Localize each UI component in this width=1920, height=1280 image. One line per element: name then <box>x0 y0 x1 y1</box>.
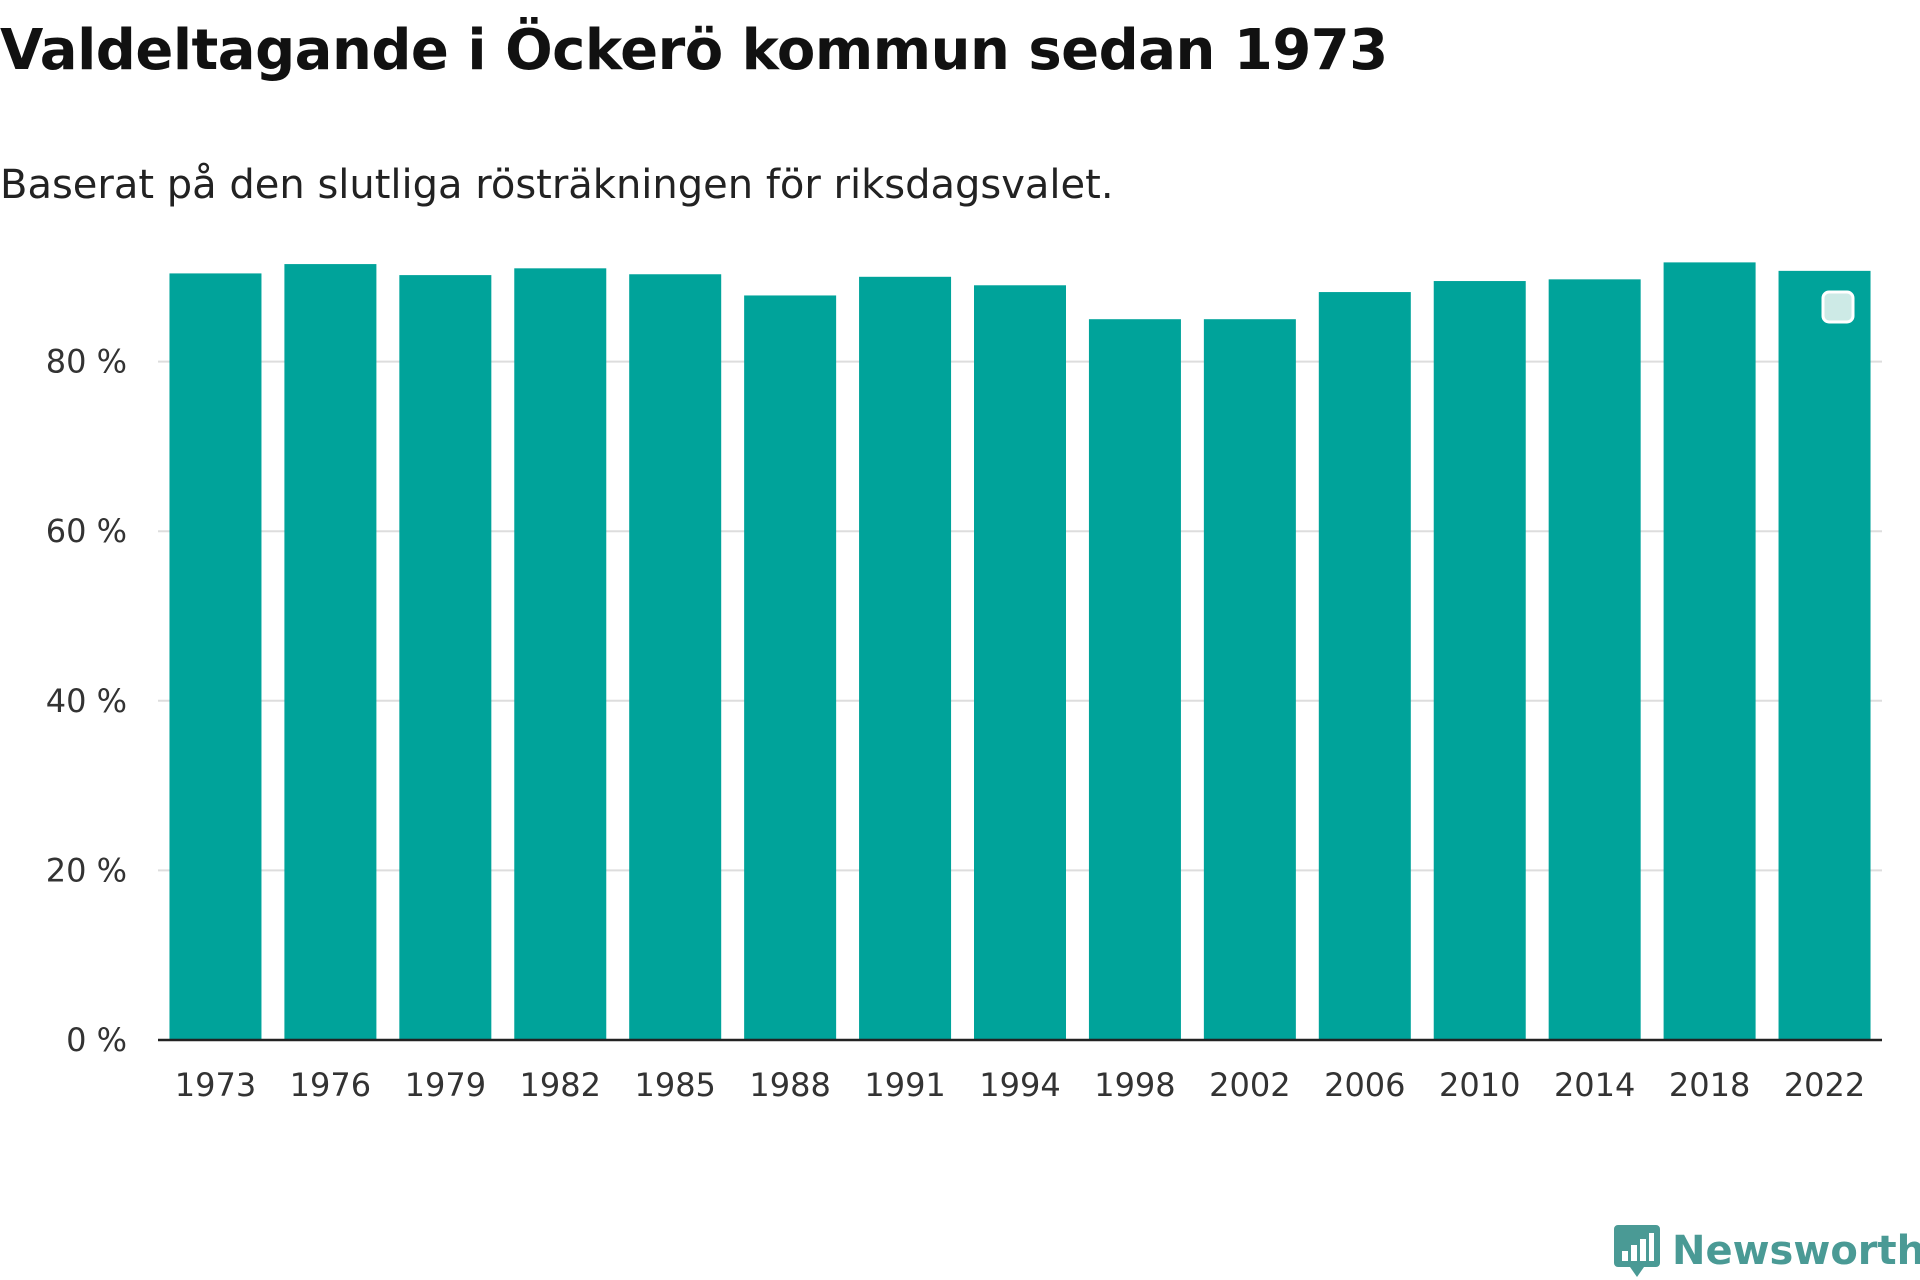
series-legend-marker[interactable] <box>1821 290 1855 324</box>
bar-1976[interactable] <box>284 264 377 1041</box>
x-tick-label: 1973 <box>175 1066 256 1104</box>
bar-chart-speech-bubble-icon <box>1614 1225 1660 1277</box>
y-tick-labels: 0 % 20 % 40 % 60 % 80 % <box>46 343 127 1059</box>
bar-1991[interactable] <box>859 276 952 1040</box>
brand-name: Newsworthy <box>1672 1228 1920 1274</box>
y-tick-label: 80 % <box>46 343 127 381</box>
bar-1998[interactable] <box>1088 319 1181 1040</box>
x-tick-label: 1985 <box>634 1066 715 1104</box>
bar-1979[interactable] <box>399 275 492 1040</box>
bar-1994[interactable] <box>974 285 1066 1040</box>
x-tick-label: 2010 <box>1439 1066 1520 1104</box>
x-tick-labels: 1973 1976 1979 1982 1985 1988 1991 1994 1998 2002… <box>175 1066 1866 1104</box>
newsworthy-logo: Newsworthy <box>1614 1222 1920 1280</box>
x-tick-label: 1976 <box>290 1066 371 1104</box>
x-tick-label: 2022 <box>1784 1066 1865 1104</box>
bar-2014[interactable] <box>1548 279 1641 1040</box>
y-tick-label: 40 % <box>46 682 127 720</box>
x-tick-label: 1994 <box>979 1066 1060 1104</box>
bar-1985[interactable] <box>629 274 722 1041</box>
bar-1988[interactable] <box>744 295 837 1040</box>
x-tick-label: 2018 <box>1669 1066 1750 1104</box>
y-tick-label: 20 % <box>46 851 127 889</box>
x-tick-label: 1988 <box>749 1066 830 1104</box>
x-tick-label: 2006 <box>1324 1066 1405 1104</box>
x-tick-label: 2014 <box>1554 1066 1635 1104</box>
y-tick-label: 0 % <box>66 1021 127 1059</box>
x-tick-label: 1979 <box>405 1066 486 1104</box>
x-tick-label: 1982 <box>520 1066 601 1104</box>
bar-2002[interactable] <box>1203 319 1296 1040</box>
bar-1982[interactable] <box>514 268 607 1040</box>
bars <box>169 262 1871 1041</box>
x-tick-label: 1998 <box>1094 1066 1175 1104</box>
y-tick-label: 60 % <box>46 512 127 550</box>
chart-subtitle: Baserat på den slutliga rösträkningen fö… <box>0 162 1114 208</box>
bar-2018[interactable] <box>1663 262 1756 1040</box>
x-tick-label: 2002 <box>1209 1066 1290 1104</box>
x-tick-label: 1991 <box>864 1066 945 1104</box>
bar-2010[interactable] <box>1433 281 1526 1040</box>
bar-2022[interactable] <box>1778 270 1871 1040</box>
bar-1973[interactable] <box>169 273 262 1041</box>
chart-title: Valdeltagande i Öckerö kommun sedan 1973 <box>0 18 1388 83</box>
bar-2006[interactable] <box>1318 292 1411 1041</box>
